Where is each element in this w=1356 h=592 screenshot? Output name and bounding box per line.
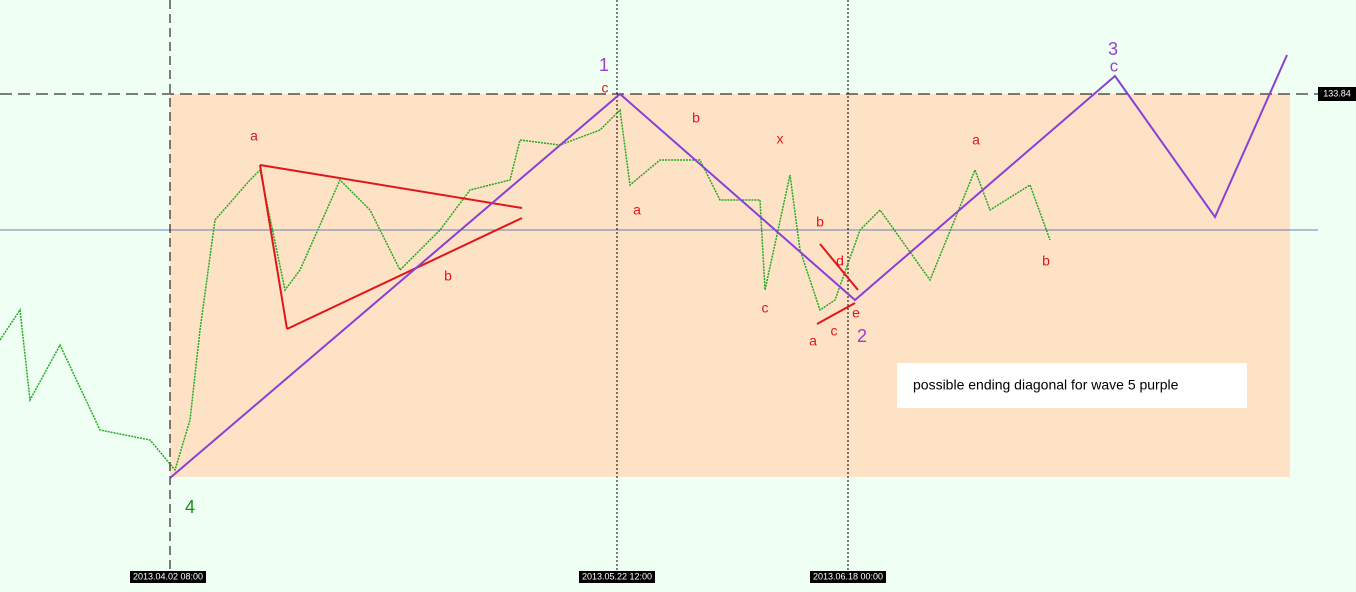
- sub-label: d: [836, 253, 844, 269]
- wave-label: 3: [1108, 39, 1118, 59]
- date-tag: [579, 571, 655, 583]
- date-label: 2013.05.22 12:00: [582, 571, 652, 581]
- sub-label: b: [692, 110, 700, 126]
- triangle: [259, 164, 859, 330]
- wave-path: [169, 54, 1288, 479]
- date-tag: [130, 571, 206, 583]
- sub-label: x: [777, 131, 784, 147]
- note-box: [897, 363, 1247, 408]
- wave-label: 4: [185, 497, 195, 517]
- sub-label: b: [444, 268, 452, 284]
- wave-label: 2: [857, 326, 867, 346]
- sub-label: a: [633, 202, 641, 218]
- note: possible ending diagonal for wave 5 purp…: [913, 377, 1179, 393]
- sub-label: c: [762, 300, 769, 316]
- price-bars: [0, 108, 1051, 472]
- sub-label: c: [1110, 56, 1119, 75]
- sub-label: e: [852, 305, 860, 321]
- sub-label: a: [972, 132, 980, 148]
- price-tag: [1318, 87, 1356, 101]
- range-box: [170, 94, 1290, 477]
- wave-label: 1: [599, 55, 609, 75]
- sub-label: b: [816, 214, 824, 230]
- price-label: 133.84: [1323, 88, 1351, 98]
- sub-label: c: [831, 323, 838, 339]
- date-label: 2013.06.18 00:00: [813, 571, 883, 581]
- sub-label: c: [602, 80, 609, 96]
- sub-label: b: [1042, 253, 1050, 269]
- date-tag: [810, 571, 886, 583]
- sub-label: a: [809, 333, 817, 349]
- date-label: 2013.04.02 08:00: [133, 571, 203, 581]
- sub-label: a: [250, 128, 258, 144]
